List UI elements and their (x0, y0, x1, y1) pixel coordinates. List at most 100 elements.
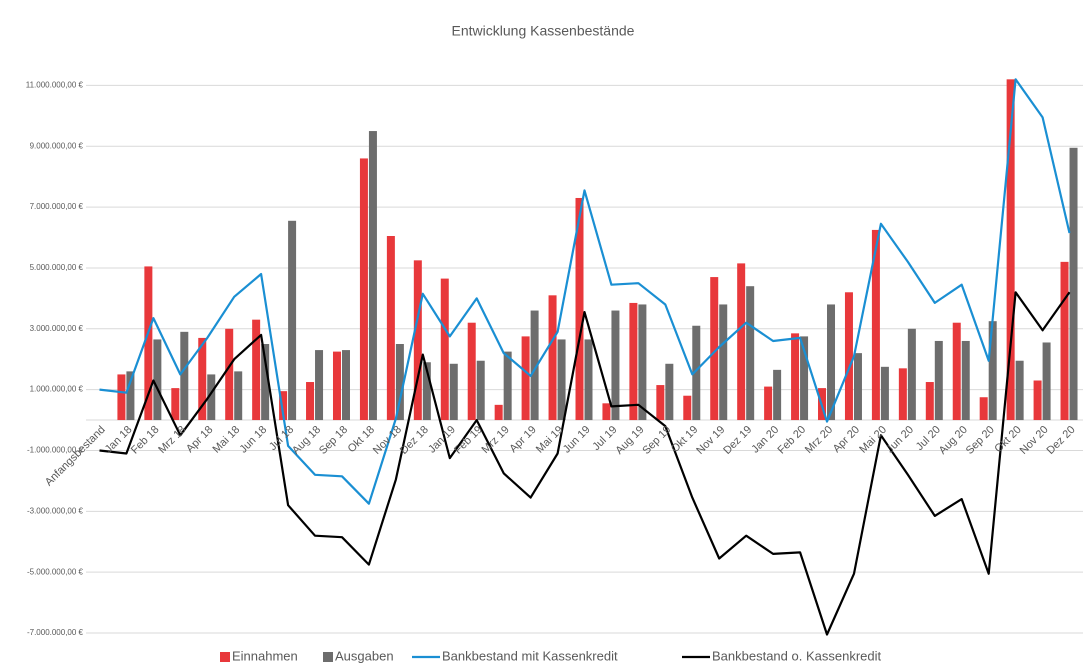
x-tick-label: Aug 18 (290, 424, 323, 457)
bar (422, 362, 431, 421)
bar (368, 131, 377, 421)
legend-label: Ausgaben (335, 648, 394, 663)
y-tick-label: -3.000.000,00 € (27, 506, 84, 515)
bar (198, 337, 207, 421)
bar (827, 304, 836, 421)
bar (1015, 360, 1024, 421)
bar (449, 363, 458, 421)
line (99, 78, 1071, 505)
x-tick-label: Dez 20 (1045, 424, 1078, 457)
x-tick-label: Anfangsbestand (43, 424, 108, 489)
bar (1042, 342, 1051, 421)
x-tick-label: Nov 20 (1018, 424, 1051, 457)
x-tick-label: Mrz 19 (480, 424, 512, 456)
bar (683, 395, 692, 421)
x-tick-label: Aug 19 (613, 424, 646, 457)
y-tick-label: -7.000.000,00 € (27, 628, 84, 637)
bar (225, 328, 234, 421)
x-tick-label: Sep 18 (317, 424, 350, 457)
x-tick-label: Nov 19 (694, 424, 727, 457)
x-tick-label: Feb 18 (129, 424, 162, 457)
bar (306, 382, 315, 421)
bar (1060, 261, 1069, 421)
bar (413, 260, 422, 421)
bar (629, 302, 638, 421)
bar (844, 292, 853, 421)
bar (737, 263, 746, 421)
bar (988, 321, 997, 421)
y-tick-label: 11.000.000,00 € (26, 81, 84, 90)
line (99, 291, 1071, 636)
x-tick-label: Nov 18 (371, 424, 404, 457)
y-tick-label: 1.000.000,00 € (30, 385, 84, 394)
bar (764, 386, 773, 421)
bar (521, 336, 530, 421)
bar (315, 350, 324, 421)
bar (126, 371, 135, 421)
bar (853, 353, 862, 421)
bar (279, 391, 288, 421)
bar (252, 319, 261, 421)
legend-label: Bankbestand mit Kassenkredit (442, 648, 618, 663)
bar (503, 351, 512, 421)
bar (710, 277, 719, 421)
bar (530, 310, 539, 421)
legend-swatch (323, 652, 333, 662)
bar (898, 368, 907, 421)
bar (359, 158, 368, 421)
bar (1006, 79, 1015, 421)
x-tick-label: Feb 20 (776, 424, 809, 457)
bar (979, 397, 988, 421)
x-tick-label: Feb 19 (452, 424, 485, 457)
bar (800, 336, 809, 421)
bar (440, 278, 449, 421)
bar (575, 197, 584, 421)
bar (791, 333, 800, 421)
legend-label: Einnahmen (232, 648, 298, 663)
bar (261, 344, 270, 421)
bar (880, 366, 889, 421)
bar (584, 339, 593, 421)
bar (395, 344, 404, 421)
bar (952, 322, 961, 421)
bar (117, 374, 126, 421)
x-tick-label: Dez 18 (398, 424, 431, 457)
bar (665, 363, 674, 421)
bar (746, 286, 755, 421)
bar (557, 339, 566, 421)
bar (288, 220, 297, 421)
bar (1033, 380, 1042, 421)
bar (925, 382, 934, 421)
bar (171, 388, 180, 421)
x-tick-label: Mrz 20 (803, 424, 835, 456)
bar (611, 310, 620, 421)
bar (719, 304, 728, 421)
bar (602, 403, 611, 421)
bar (656, 385, 665, 421)
bar (207, 374, 216, 421)
y-tick-label: 7.000.000,00 € (30, 202, 84, 211)
bar (386, 236, 395, 421)
x-tick-label: Mrz 18 (156, 424, 188, 456)
bar (494, 404, 503, 421)
legend-label: Bankbestand o. Kassenkredit (712, 648, 881, 663)
bar (934, 340, 943, 421)
bar (961, 340, 970, 421)
bar (467, 322, 476, 421)
bar (773, 369, 782, 421)
bar (153, 339, 162, 421)
bar (638, 304, 647, 421)
chart-title: Entwicklung Kassenbestände (452, 23, 635, 39)
bar (548, 295, 557, 421)
x-tick-label: Sep 20 (964, 424, 997, 457)
bar (907, 328, 916, 421)
bar (144, 266, 153, 421)
y-tick-label: -5.000.000,00 € (27, 567, 84, 576)
bar (871, 229, 880, 421)
bar (180, 331, 189, 421)
bar (234, 371, 243, 421)
y-tick-label: 5.000.000,00 € (30, 263, 84, 272)
bar (1069, 147, 1078, 421)
y-tick-label: 9.000.000,00 € (30, 141, 84, 150)
